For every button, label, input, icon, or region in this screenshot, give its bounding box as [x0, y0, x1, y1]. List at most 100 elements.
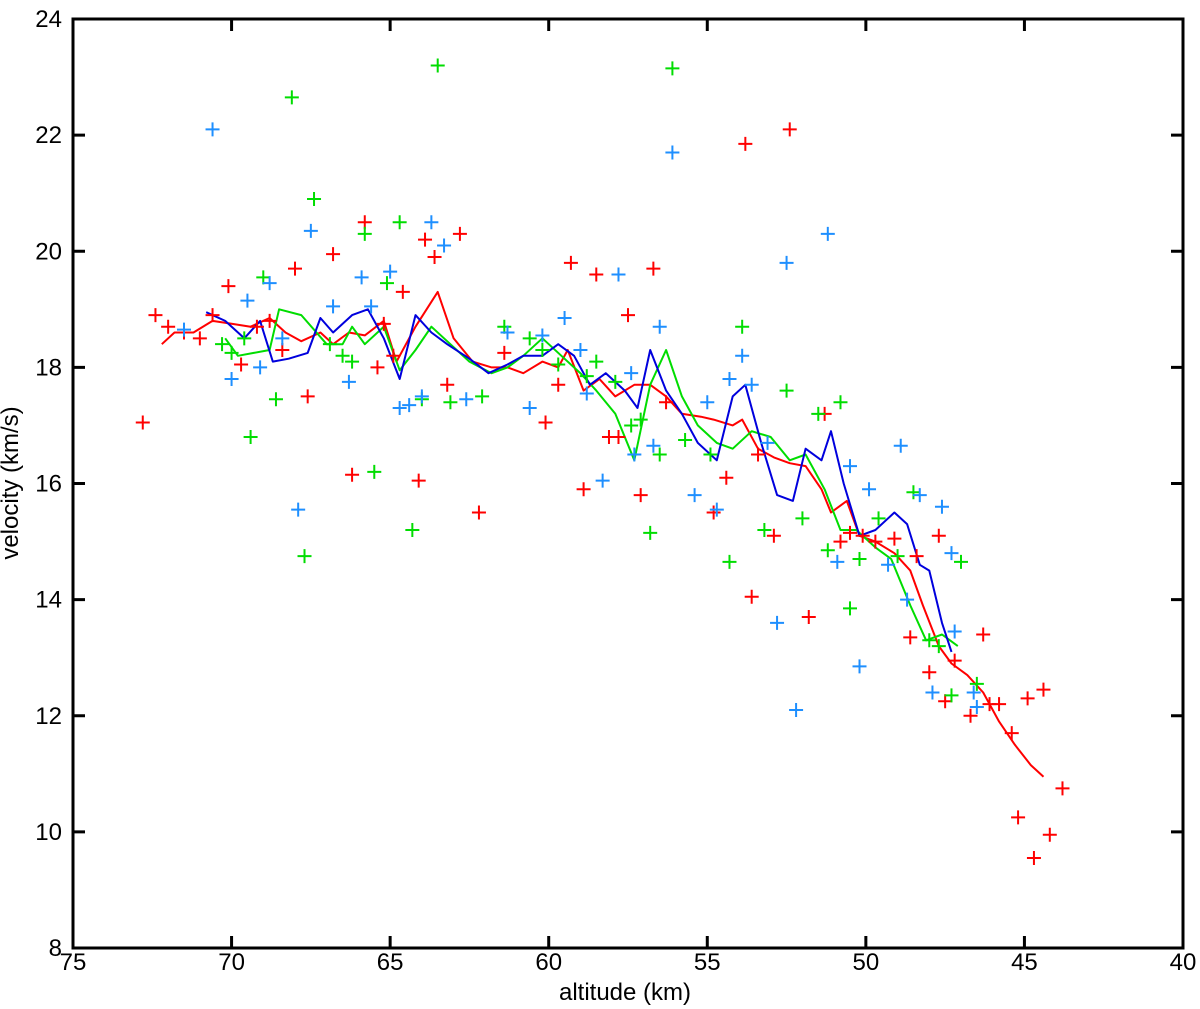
data-point — [1042, 827, 1057, 842]
data-point — [522, 331, 537, 346]
data-point — [931, 639, 946, 654]
data-point — [925, 685, 940, 700]
data-point — [268, 392, 283, 407]
data-point — [563, 255, 578, 270]
data-point — [256, 270, 271, 285]
data-point — [931, 528, 946, 543]
data-point — [954, 554, 968, 569]
data-point — [459, 392, 474, 407]
data-point — [811, 406, 826, 421]
x-axis-title: altitude (km) — [559, 979, 691, 1006]
data-point — [291, 502, 306, 517]
data-point — [852, 659, 867, 674]
data-point — [538, 415, 553, 430]
data-point — [678, 432, 693, 447]
data-point — [770, 615, 785, 630]
data-point — [307, 191, 322, 206]
data-point — [643, 525, 658, 540]
data-point — [947, 653, 962, 668]
data-point — [966, 685, 981, 700]
data-point — [402, 398, 417, 413]
data-point — [744, 589, 759, 604]
data-point — [215, 337, 230, 352]
data-point — [288, 261, 302, 276]
data-point — [551, 357, 566, 372]
data-point — [789, 702, 804, 717]
data-point — [665, 145, 680, 160]
plot-frame — [71, 17, 1185, 950]
data-point — [262, 276, 277, 291]
data-point — [414, 389, 429, 404]
data-point — [1020, 691, 1035, 706]
data-point — [735, 319, 750, 334]
data-point — [192, 331, 207, 346]
data-point — [345, 354, 360, 369]
data-point — [687, 488, 702, 503]
data-point — [934, 499, 949, 514]
data-point — [801, 610, 816, 625]
data-point — [719, 470, 734, 485]
data-point — [392, 215, 407, 230]
data-point — [573, 342, 588, 357]
data-point — [992, 697, 1007, 712]
data-point — [383, 264, 398, 279]
data-point — [969, 676, 984, 691]
data-point — [221, 279, 236, 294]
data-point — [595, 473, 610, 488]
data-point — [871, 511, 886, 526]
data-point — [249, 319, 264, 334]
data-point — [751, 447, 766, 462]
data-point — [589, 354, 604, 369]
data-point — [906, 485, 921, 500]
data-point — [243, 430, 258, 445]
data-point — [1036, 682, 1051, 697]
data-point — [709, 502, 724, 517]
data-point — [500, 325, 515, 340]
data-point — [579, 369, 594, 384]
data-point — [735, 348, 750, 363]
data-point — [161, 319, 176, 334]
data-point — [205, 308, 220, 323]
data-point — [341, 374, 356, 389]
data-point — [551, 377, 566, 392]
data-point — [624, 418, 639, 433]
y-tick-label: 22 — [35, 122, 62, 149]
data-point — [497, 345, 512, 360]
data-point — [938, 694, 953, 709]
data-point — [766, 528, 781, 543]
data-point — [326, 299, 341, 314]
data-point — [963, 708, 978, 723]
data-point — [576, 482, 591, 497]
data-point — [579, 386, 594, 401]
data-point — [665, 61, 680, 76]
data-point — [345, 467, 360, 482]
data-point — [782, 122, 797, 137]
data-point — [903, 630, 918, 645]
data-point — [303, 223, 318, 238]
y-tick-label: 16 — [35, 471, 62, 498]
data-point — [430, 58, 445, 73]
data-point — [969, 700, 984, 715]
data-point — [855, 528, 870, 543]
data-point — [395, 284, 410, 299]
y-tick-label: 10 — [35, 819, 62, 846]
data-point — [205, 122, 220, 137]
data-point — [852, 551, 867, 566]
data-point — [944, 546, 959, 561]
data-point — [833, 395, 848, 410]
x-tick-label: 40 — [1170, 949, 1197, 976]
data-point — [443, 395, 458, 410]
data-point — [947, 624, 962, 639]
data-point — [608, 374, 623, 389]
data-point — [224, 345, 239, 360]
data-point — [922, 665, 937, 680]
data-point — [1055, 781, 1070, 796]
data-point — [522, 401, 537, 416]
y-tick-label: 12 — [35, 703, 62, 730]
data-point — [722, 554, 737, 569]
x-tick-label: 50 — [853, 949, 880, 976]
data-point — [621, 308, 635, 323]
data-point — [589, 267, 604, 282]
data-point — [364, 299, 379, 314]
